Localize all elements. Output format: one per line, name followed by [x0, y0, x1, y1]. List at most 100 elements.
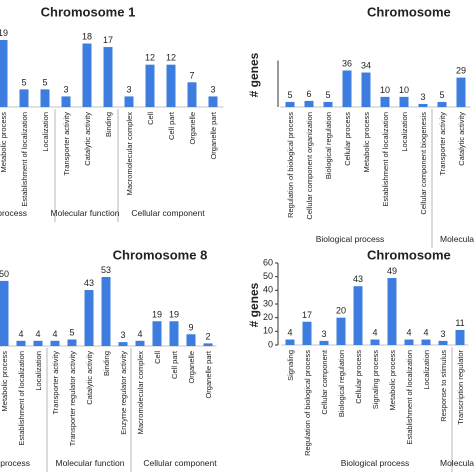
bar	[166, 64, 176, 107]
value-label: 11	[455, 318, 464, 328]
y-tick-label: 40	[263, 285, 273, 295]
bar	[455, 329, 465, 345]
category-label: Catalytic activity	[457, 112, 466, 166]
value-label: 29	[456, 66, 466, 76]
value-label: 43	[84, 278, 94, 288]
bar	[145, 64, 155, 107]
category-label: Localization	[422, 350, 431, 390]
value-label: 3	[63, 84, 68, 94]
bar	[302, 321, 312, 345]
value-label: 7	[189, 70, 194, 80]
group-label: Molecular function	[51, 208, 120, 218]
category-label: Binding	[102, 351, 111, 376]
y-tick-label: 60	[263, 257, 273, 267]
category-label: Transporter activity	[438, 112, 447, 176]
chart-title: Chromosome	[367, 4, 451, 19]
category-label: Cell	[146, 112, 155, 125]
category-label: Signaling process	[371, 350, 380, 409]
bar	[456, 77, 466, 107]
value-label: 12	[166, 53, 176, 63]
value-label: 43	[353, 274, 363, 284]
bar	[187, 82, 197, 107]
value-label: 36	[342, 59, 352, 69]
bar	[82, 43, 92, 107]
value-label: 18	[82, 32, 92, 42]
chart-title: Chromosome 1	[41, 4, 136, 19]
bar	[186, 334, 196, 346]
y-tick-label: 10	[263, 326, 273, 336]
value-label: 3	[126, 84, 131, 94]
value-label: 12	[145, 53, 155, 63]
category-label: Biological regulation	[337, 350, 346, 417]
value-label: 5	[439, 90, 444, 100]
bar	[404, 339, 414, 345]
category-label: Establishment of localization	[20, 112, 29, 207]
value-label: 34	[361, 61, 371, 71]
value-label: 53	[101, 265, 111, 275]
y-tick-label: 20	[263, 312, 273, 322]
category-label: Transcription regulator	[456, 350, 465, 425]
group-label: Biological process	[0, 458, 30, 468]
category-label: Enzyme regulator activity	[119, 351, 128, 435]
bar	[61, 96, 71, 107]
bar	[203, 343, 213, 346]
bar	[370, 339, 380, 345]
category-label: Catalytic activity	[83, 112, 92, 166]
bar	[0, 280, 9, 346]
category-label: Regulation of biological process	[303, 350, 312, 456]
bar	[285, 339, 295, 345]
bar	[16, 340, 26, 346]
value-label: 4	[18, 329, 23, 339]
y-tick-label: 30	[263, 298, 273, 308]
value-label: 20	[336, 306, 346, 316]
value-label: 6	[306, 89, 311, 99]
bar	[101, 277, 111, 346]
bar	[361, 72, 371, 107]
category-label: Cellular component organization	[305, 112, 314, 220]
value-label: 10	[399, 85, 409, 95]
category-label: Organelle	[187, 351, 196, 384]
category-label: Metabolic process	[388, 350, 397, 411]
category-label: Organelle part	[209, 111, 218, 159]
group-label: Biological process	[316, 234, 385, 244]
value-label: 49	[387, 266, 397, 276]
value-label: 17	[103, 35, 113, 45]
category-label: Macromolecular complex	[125, 112, 134, 196]
category-label: Organelle part	[204, 350, 213, 398]
category-label: Cellular process	[343, 112, 352, 166]
group-label: Biological process	[341, 458, 410, 468]
bar	[304, 100, 314, 107]
category-label: Catalytic activity	[85, 351, 94, 405]
chart-title: Chromosome 8	[113, 247, 208, 262]
value-label: 2	[205, 331, 210, 341]
value-label: 4	[137, 329, 142, 339]
bar	[40, 89, 50, 107]
category-label: Cellular process	[354, 350, 363, 404]
category-label: Transporter regulator activity	[68, 351, 77, 446]
value-label: 3	[321, 329, 326, 339]
value-label: 19	[0, 28, 8, 38]
category-label: Localization	[41, 112, 50, 152]
value-label: 5	[21, 77, 26, 87]
bar	[285, 101, 295, 107]
value-label: 4	[287, 328, 292, 338]
category-label: Cellular component	[320, 349, 329, 415]
value-label: 3	[440, 329, 445, 339]
bar	[19, 89, 29, 107]
value-label: 3	[210, 84, 215, 94]
category-label: Metabolic process	[0, 112, 8, 173]
bar	[50, 340, 60, 346]
value-label: 5	[42, 77, 47, 87]
bar	[135, 340, 145, 346]
category-label: Cellular component biogenesis	[419, 112, 428, 215]
value-label: 4	[372, 328, 377, 338]
value-label: 19	[152, 309, 162, 319]
value-label: 4	[406, 328, 411, 338]
bar	[84, 290, 94, 346]
category-label: Establishment of localization	[381, 112, 390, 207]
value-label: 5	[325, 90, 330, 100]
y-tick-label: 50	[263, 271, 273, 281]
category-label: Cell	[153, 351, 162, 364]
bar	[380, 96, 390, 107]
